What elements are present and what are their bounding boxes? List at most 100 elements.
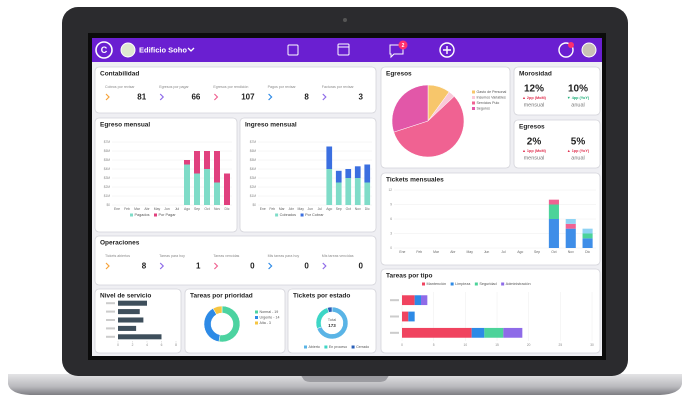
bar [582, 233, 593, 239]
building-chevron[interactable] [187, 47, 195, 52]
x-tick-label: Ago [517, 250, 523, 254]
legend-label: Seguros [477, 106, 491, 110]
bar [565, 228, 576, 248]
kpi-label: Tickets abiertos [105, 254, 130, 258]
card [94, 66, 377, 114]
kpi-label: Facturas por revisar [322, 85, 355, 89]
x-tick-label: Ene [114, 207, 120, 211]
card [94, 235, 377, 286]
bar [194, 151, 200, 174]
legend-swatch [450, 282, 454, 286]
card [513, 119, 601, 169]
y-tick-label: 0 [390, 246, 392, 250]
kpi-chevron [159, 262, 165, 270]
chart-title: Nivel de servicio [100, 293, 151, 300]
building-name[interactable]: Edificio Soho [139, 45, 187, 54]
x-tick-label: Oct [346, 207, 351, 211]
y-tick-label: $5M [250, 158, 257, 162]
kpi-value: 0 [359, 262, 364, 271]
chart-title: Ingreso mensual [245, 122, 297, 129]
x-tick-label: Abr [450, 250, 456, 254]
bar [402, 295, 415, 306]
reports-icon[interactable] [287, 44, 299, 56]
center-label: Total [328, 317, 337, 322]
bar [118, 334, 162, 340]
y-tick-label: $2M [104, 185, 111, 189]
legend-swatch [351, 345, 355, 349]
chart-title: Tickets por estado [293, 293, 350, 300]
chart-title: Egreso mensual [100, 122, 150, 129]
card [513, 66, 601, 116]
bar [414, 295, 421, 306]
card-title: Operaciones [100, 240, 140, 247]
legend-label: Gasto de Personal [477, 90, 507, 94]
building-avatar[interactable] [120, 42, 136, 58]
x-tick-label: Oct [204, 207, 209, 211]
logo[interactable] [95, 41, 113, 59]
x-tick-label: Ene [399, 250, 405, 254]
user-avatar[interactable] [581, 42, 597, 58]
x-tick-label: 4 [146, 343, 148, 347]
legend-swatch [304, 345, 307, 349]
legend-swatch [501, 282, 505, 286]
y-tick-label: 3 [390, 231, 392, 235]
y-tick-label: $4M [104, 167, 111, 171]
bar [402, 311, 409, 322]
x-tick-label: May [467, 250, 474, 254]
category-label-placeholder [106, 319, 115, 321]
rate-period: anual [571, 102, 584, 108]
y-tick-label: $6M [104, 149, 111, 153]
bar [214, 182, 220, 205]
bar [364, 164, 371, 183]
add-button[interactable] [439, 42, 455, 58]
bar [224, 173, 230, 205]
bar [345, 169, 352, 178]
y-tick-label: $7M [250, 140, 257, 144]
alerts-button[interactable] [558, 42, 574, 58]
messages-badge: 2 [402, 43, 405, 49]
x-tick-label: 30 [590, 343, 594, 347]
chart-title: Egresos [386, 71, 412, 78]
legend-swatch [472, 101, 475, 105]
legend-label: Normal - 19 [260, 310, 279, 314]
legend-swatch [275, 213, 279, 217]
rate-change: ▼ 4pp (YoY) [567, 96, 590, 100]
rate-period: mensual [524, 155, 545, 161]
chart-title: Tareas por prioridad [190, 293, 253, 300]
bar [184, 160, 190, 165]
y-tick-label: 6 [390, 217, 392, 221]
x-tick-label: Ago [184, 207, 190, 211]
x-tick-label: 2 [132, 343, 134, 347]
calendar-icon[interactable] [337, 43, 350, 56]
bar [335, 182, 342, 205]
x-tick-label: Ene [260, 207, 266, 211]
bar [214, 151, 220, 183]
y-tick-label: $0 [252, 203, 256, 207]
category-label-placeholder [106, 302, 115, 305]
y-tick-label: $7M [104, 140, 111, 144]
legend-swatch [255, 316, 258, 319]
kpi-value: 3 [359, 93, 364, 102]
x-tick-label: Sep [194, 207, 200, 211]
x-tick-label: Jun [484, 250, 490, 254]
x-tick-label: 5 [433, 343, 435, 347]
legend-swatch [474, 282, 478, 286]
kpi-label: Mis tareas vencidas [322, 254, 354, 258]
bar [326, 169, 333, 205]
kpi-chevron [268, 262, 273, 270]
legend-label: Alta - 3 [260, 321, 271, 325]
x-tick-label: Jul [501, 250, 506, 254]
kpi-value: 66 [191, 93, 200, 102]
legend-swatch [300, 213, 304, 217]
x-tick-label: 6 [161, 343, 163, 347]
card [287, 288, 377, 354]
legend-label: Cerrado [356, 345, 369, 349]
x-tick-label: Mar [433, 250, 440, 254]
x-tick-label: 10 [464, 343, 468, 347]
top-bar [92, 38, 602, 62]
center-total: 173 [328, 323, 336, 328]
legend-swatch [472, 107, 475, 110]
rate-change: ▲ 2pp (MoM) [522, 96, 547, 100]
x-tick-label: 0 [117, 343, 119, 347]
bar [582, 238, 593, 248]
